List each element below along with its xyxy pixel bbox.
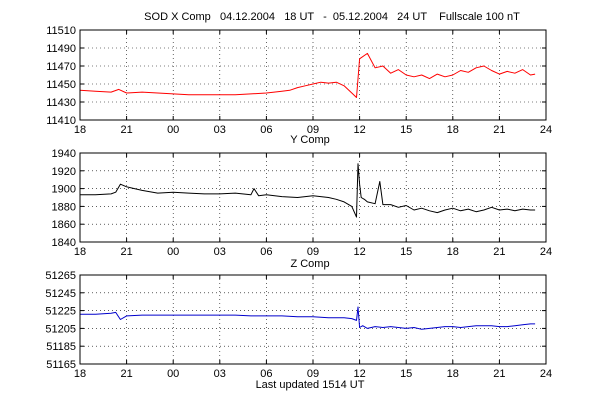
y-tick-label: 11430 [46,97,76,109]
panel-z-comp: 18 21 00 03 06 09 12 15 18 21 24 1840 1860 1880 1900 19… [52,148,553,258]
x-tick-label: 12 [353,246,365,258]
data-line-z-comp [80,163,536,218]
x-tick-label: 12 [353,368,365,380]
y-tick-label: 1840 [52,237,76,249]
y-tick-label: 51165 [46,359,76,371]
x-tick-label: 09 [307,246,319,258]
panel-y-comp-xlabel: Y Comp [290,134,330,146]
y-tick-label: 51185 [46,341,76,353]
x-tick-label: 00 [167,368,179,380]
y-tick-label: 1900 [52,184,76,196]
x-tick-label: 24 [540,246,552,258]
x-tick-label: 21 [120,368,132,380]
panel-f-comp: 18 21 00 03 06 09 12 15 18 21 24 51165 51185 51205 512… [45,270,552,380]
x-tick-label: 03 [214,246,226,258]
x-tick-label: 00 [167,124,179,136]
y-tick-label: 1940 [52,148,76,160]
y-tick-label: 1920 [52,166,76,178]
x-tick-label: 03 [214,368,226,380]
y-tick-label: 11510 [46,25,76,37]
x-tick-label: 15 [400,124,412,136]
x-tick-label: 18 [447,246,459,258]
x-tick-label: 21 [493,246,505,258]
x-tick-label: 06 [260,124,272,136]
x-tick-label: 06 [260,368,272,380]
data-line-y-comp [79,52,536,98]
x-tick-label: 18 [447,124,459,136]
y-tick-label: 11410 [46,115,76,127]
figure-footer: Last updated 1514 UT [256,379,365,391]
y-tick-label: 11470 [46,61,76,73]
x-tick-label: 18 [74,124,86,136]
x-tick-label: 24 [540,124,552,136]
x-tick-label: 21 [493,124,505,136]
y-tick-label: 51225 [45,306,76,318]
x-tick-label: 15 [400,368,412,380]
x-tick-label: 24 [540,368,552,380]
x-tick-label: 18 [447,368,459,380]
y-tick-label: 1880 [52,201,76,213]
x-tick-label: 21 [493,368,505,380]
panel-y-comp: 18 21 00 03 06 09 12 15 18 21 24 11410 11430 11450 114… [46,25,552,136]
y-tick-label: 51265 [45,270,76,282]
x-tick-label: 21 [120,246,132,258]
figure-title: SOD X Comp 04.12.2004 18 UT - 05.12.2004… [144,11,520,23]
x-tick-label: 15 [400,246,412,258]
x-tick-label: 06 [260,246,272,258]
x-tick-label: 03 [214,124,226,136]
panel-z-comp-xlabel: Z Comp [290,258,329,270]
x-tick-label: 00 [167,246,179,258]
x-tick-label: 18 [74,368,86,380]
x-tick-label: 21 [120,124,132,136]
y-tick-label: 1860 [52,219,76,231]
x-tick-label: 18 [74,246,86,258]
x-tick-label: 09 [307,368,319,380]
x-tick-label: 12 [353,124,365,136]
y-tick-label: 11490 [46,43,76,55]
y-tick-label: 11450 [46,79,76,91]
data-line-f-comp [80,306,536,330]
y-tick-label: 51205 [45,323,76,335]
x-tick-label: 09 [307,124,319,136]
y-tick-label: 51245 [45,288,76,300]
